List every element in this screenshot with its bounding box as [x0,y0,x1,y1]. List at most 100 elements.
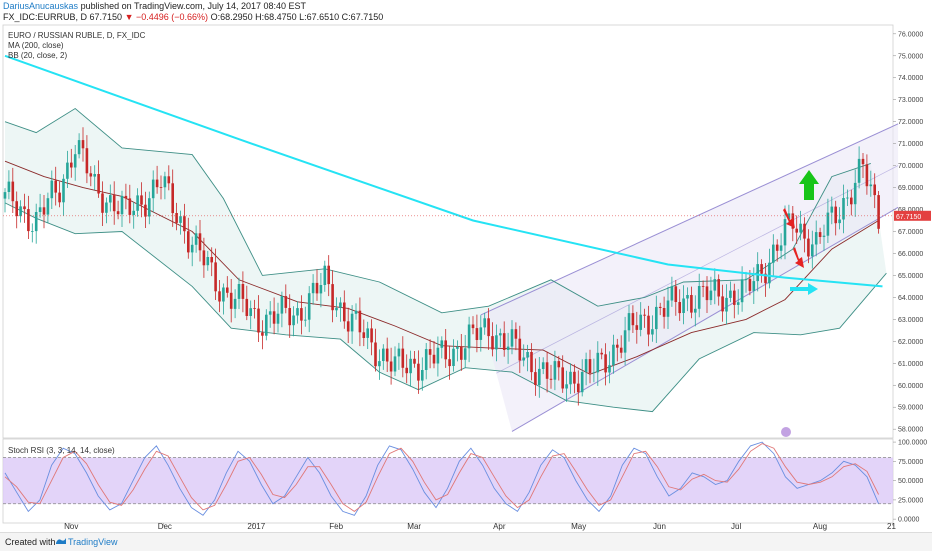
month-label: Nov [64,522,78,531]
candle-body [350,313,354,332]
candle-body [526,352,529,358]
candle-body [148,198,151,217]
candle-body [38,207,42,212]
candle-body [112,195,116,212]
candle-body [374,342,377,367]
candle-body [34,212,38,232]
candle-body [538,368,541,385]
candle-body [612,344,615,366]
candle-body [268,311,272,315]
stoch-tick-label: 0.0000 [898,517,920,524]
footer-bar: Created with TradingView [0,532,932,551]
stoch-tick-label: 100.0000 [898,440,927,447]
price-tick-label: 71.0000 [898,141,923,148]
month-label: Mar [407,522,421,531]
month-label: Jul [731,522,741,531]
candle-body [385,348,389,362]
candle-body [460,346,463,360]
candle-body [206,257,210,266]
candle-body [97,174,100,194]
candle-body [331,284,334,311]
price-tick-label: 62.0000 [898,339,923,346]
bb-lower-line [4,202,887,413]
candle-body [690,295,693,313]
candle-body [596,352,600,373]
candle-body [27,209,30,232]
candle-body [736,302,740,305]
candle-body [463,348,467,360]
candle-body [748,278,752,291]
candle-body [752,281,756,291]
candle-body [651,329,654,335]
month-label: 2017 [247,522,265,531]
candle-body [116,211,120,215]
month-label: Jun [653,522,666,531]
candle-body [834,206,837,224]
candle-body [397,348,401,357]
candle-body [393,356,397,372]
candle-body [194,233,198,245]
candle-body [479,327,483,340]
candle-body [787,213,791,220]
candle-body [452,348,455,366]
author-link[interactable]: DariusAnucauskas [3,1,79,11]
last-price-badge [894,210,931,221]
candle-body [627,313,631,331]
legend-bb: BB (20, close, 2) [8,51,68,60]
candle-body [471,324,475,329]
candle-body [421,370,424,381]
candle-body [413,358,416,364]
channel-mid-line [496,165,899,374]
candle-body [600,352,603,355]
candle-body [643,314,646,316]
candle-body [639,314,642,330]
candle-body [23,206,26,210]
candle-body [11,181,15,202]
candle-body [436,347,440,364]
candle-body [253,308,256,309]
candle-body [354,310,358,314]
candle-body [713,279,717,291]
candle-body [304,319,307,321]
candle-body [120,195,124,215]
candle-body [510,329,514,347]
candle-body [545,362,549,379]
candle-body [569,371,572,385]
candle-body [764,273,767,284]
candle-body [514,329,518,339]
candle-body [670,286,674,301]
cyan-right-arrow [790,283,818,295]
candle-body [619,347,623,353]
candle-body [66,162,69,179]
candle-body [799,223,802,233]
candle-body [811,244,814,257]
stoch-series-k [4,441,880,516]
price-change: ▼ −0.4496 (−0.66%) [124,12,209,22]
candle-body [128,198,132,215]
candle-body [261,332,264,336]
candle-body [382,348,385,361]
candle-body [877,195,880,229]
candle-body [155,179,159,188]
candle-body [456,346,459,349]
candle-body [861,158,865,165]
tradingview-brand[interactable]: TradingView [68,537,118,547]
candle-body [175,213,178,223]
candle-body [565,384,568,389]
candle-body [428,349,432,355]
ohlc-values: O:68.2950 H:68.4750 L:67.6510 C:67.7150 [210,12,384,22]
candle-body [662,308,666,317]
candle-body [487,318,490,337]
candle-body [370,328,373,343]
stoch-series-d [4,443,880,512]
candle-body [577,383,580,393]
candle-body [93,174,96,177]
candle-body [307,293,311,320]
candle-body [444,340,447,360]
price-tick-label: 75.0000 [898,53,923,60]
candle-body [865,164,869,187]
price-tick-label: 67.0000 [898,229,923,236]
candle-body [534,372,537,385]
candle-body [70,162,73,168]
candle-body [323,265,327,285]
